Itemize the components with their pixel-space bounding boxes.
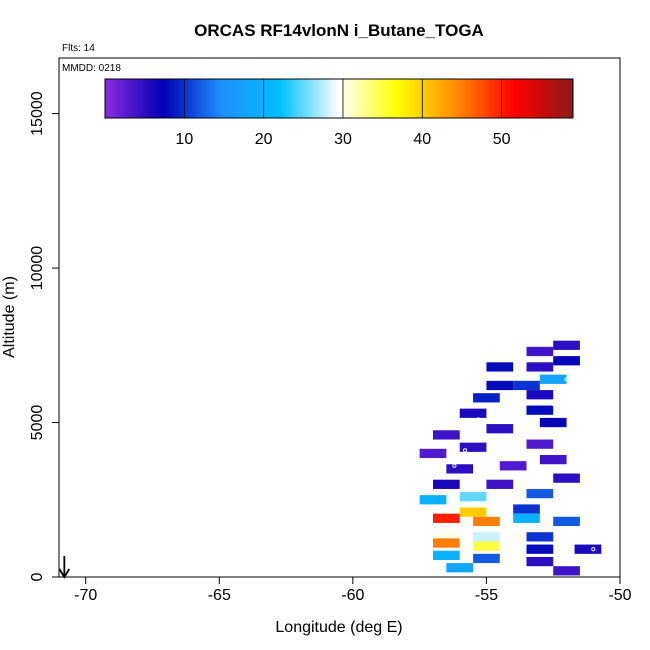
sample-point	[564, 377, 569, 382]
heatmap-cell	[433, 430, 460, 440]
colorbar-tick-label: 40	[413, 131, 431, 148]
y-tick-label: 5000	[29, 405, 46, 441]
sample-point	[585, 516, 590, 521]
x-tick-label: -60	[341, 587, 364, 604]
y-axis: 0 5000 10000 15000	[29, 91, 59, 581]
heatmap-cell	[553, 566, 580, 576]
sample-point	[430, 565, 436, 570]
down-arrow-icon	[58, 556, 71, 579]
heatmap-cell	[446, 464, 474, 474]
heatmap-cell	[433, 479, 460, 489]
sample-point	[476, 417, 481, 422]
colorbar-tick-label: 20	[255, 131, 273, 148]
heatmap-cell	[486, 479, 514, 489]
y-tick-label: 10000	[29, 246, 46, 291]
heatmap-cell	[419, 448, 447, 459]
heatmap-cell	[473, 516, 500, 527]
heatmap-cell	[553, 473, 580, 483]
heatmap-cell	[433, 513, 460, 523]
heatmap-cell	[539, 417, 567, 428]
colorbar-ticks: 10 20 30 40 50	[175, 79, 511, 148]
x-tick-label: -50	[608, 587, 631, 604]
heatmap-cell	[433, 538, 460, 548]
sample-point	[516, 364, 521, 369]
heatmap-cell	[526, 556, 554, 567]
heatmap-cell	[513, 513, 540, 523]
heatmap-cell	[473, 532, 500, 542]
x-axis: -70 -65 -60 -55 -50	[74, 577, 632, 604]
heatmap-cell	[526, 488, 554, 499]
flights-annotation: Flts: 14	[62, 43, 95, 54]
heatmap-cell	[473, 541, 500, 551]
x-tick-label: -65	[208, 587, 231, 604]
heatmap-cell	[473, 553, 500, 564]
heatmap-cell	[553, 340, 580, 350]
heatmap-cell	[526, 439, 554, 449]
heatmap-cell	[526, 532, 554, 542]
heatmap-cell	[513, 504, 540, 514]
x-tick-label: -70	[74, 587, 97, 604]
heatmap-cell	[499, 461, 527, 471]
heatmap-cell	[553, 516, 580, 527]
colorbar	[104, 78, 574, 119]
x-tick-label: -55	[475, 587, 498, 604]
sample-point	[505, 395, 510, 400]
heatmap-cell	[526, 390, 554, 400]
sample-point	[591, 562, 596, 567]
heatmap-cell	[459, 442, 487, 452]
date-annotation: MMDD: 0218	[62, 63, 121, 74]
chart-title: ORCAS RF14vlonN i_Butane_TOGA	[194, 21, 484, 40]
sample-point	[588, 537, 593, 542]
heatmap-cell	[526, 346, 554, 357]
heatmap-cell	[553, 356, 580, 366]
sample-point	[559, 432, 564, 437]
heatmap-cell	[459, 408, 487, 418]
sample-point	[591, 547, 596, 552]
colorbar-tick-label: 30	[334, 131, 352, 148]
sample-point	[583, 497, 588, 502]
heatmap-cell	[459, 492, 487, 502]
heatmap-cell	[473, 393, 500, 403]
x-axis-label: Longitude (deg E)	[275, 619, 402, 636]
heatmap-cell	[433, 529, 460, 539]
sample-point	[591, 571, 596, 576]
sample-point	[425, 571, 430, 576]
plot-frame	[58, 57, 621, 578]
heatmap-cell	[459, 507, 487, 517]
sample-point	[551, 401, 556, 407]
heatmap-cell	[419, 495, 447, 505]
heatmap-cell	[526, 405, 554, 415]
heatmap-cell	[574, 544, 602, 554]
heatmap-cells	[419, 340, 602, 576]
heatmap-cell	[539, 454, 567, 465]
heatmap-cell	[486, 380, 514, 391]
heatmap-cell	[486, 424, 514, 434]
sample-point	[452, 463, 457, 468]
y-axis-label: Altitude (m)	[1, 276, 18, 358]
heatmap-cell	[486, 362, 514, 372]
sample-points	[425, 364, 596, 576]
y-tick-label: 0	[29, 572, 46, 581]
heatmap-cell	[513, 380, 540, 391]
sample-point	[463, 448, 468, 453]
heatmap-cell	[526, 544, 554, 554]
heatmap-cell	[526, 362, 554, 372]
colorbar-tick-label: 10	[175, 131, 193, 148]
y-tick-label: 15000	[29, 91, 46, 136]
sample-point	[479, 476, 484, 481]
heatmap-cell	[433, 550, 460, 561]
heatmap-cell	[446, 563, 474, 573]
heatmap-cell	[539, 374, 567, 384]
colorbar-tick-label: 50	[493, 131, 511, 148]
